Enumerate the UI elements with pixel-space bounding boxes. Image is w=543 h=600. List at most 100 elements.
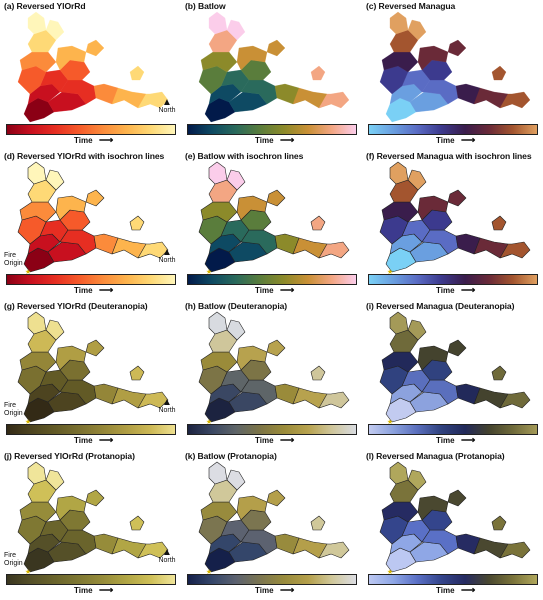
fire-region xyxy=(318,241,350,259)
panel-j: (j) Reversed YlOrRd (Protanopia) ★ Fire Ori… xyxy=(0,450,181,600)
fire-region xyxy=(19,51,57,73)
panel-title: (c) Reversed Managua xyxy=(366,1,456,11)
colorbar xyxy=(187,274,357,285)
fire-region xyxy=(381,351,419,373)
fire-progression-map: ★ xyxy=(379,311,531,424)
fire-region xyxy=(45,319,65,341)
fire-region xyxy=(407,169,427,191)
fire-region xyxy=(236,195,268,221)
fire-region xyxy=(310,515,326,531)
fire-region xyxy=(447,489,467,507)
colorbar xyxy=(368,274,538,285)
fire-region xyxy=(499,241,531,259)
fire-region xyxy=(129,365,145,381)
panel-b: (b) Batlow Time ⟶ xyxy=(181,0,362,150)
fire-region xyxy=(137,91,169,109)
fire-progression-map: ★ xyxy=(198,311,350,424)
fire-region xyxy=(129,515,145,531)
fire-region xyxy=(236,45,268,71)
colorbar xyxy=(187,424,357,435)
fire-region xyxy=(200,51,238,73)
fire-origin-label: Fire Origin xyxy=(4,252,23,267)
fire-origin-star: ★ xyxy=(387,418,393,424)
north-label: North xyxy=(158,557,176,564)
fire-region xyxy=(318,391,350,409)
north-arrow-icon: ▲ xyxy=(162,97,172,108)
time-arrow-icon: ⟶ xyxy=(99,585,114,596)
north-label: North xyxy=(158,407,176,414)
panel-i: (i) Reversed Managua (Deuteranopia) ★ Time… xyxy=(362,300,543,450)
fire-progression-map: ★ xyxy=(198,461,350,574)
fire-region xyxy=(389,311,409,335)
panel-title: (a) Reversed YlOrRd xyxy=(4,1,86,11)
panel-d: (d) Reversed YlOrRd with isochron lines ★… xyxy=(0,150,181,300)
fire-region xyxy=(85,489,105,507)
fire-region xyxy=(45,169,65,191)
fire-region xyxy=(407,469,427,491)
colorbar xyxy=(6,274,176,285)
fire-origin-star: ★ xyxy=(387,568,393,574)
fire-region xyxy=(310,365,326,381)
fire-region xyxy=(208,461,228,485)
fire-region xyxy=(491,215,507,231)
fire-region xyxy=(19,501,57,523)
north-arrow: ▲ North xyxy=(156,248,178,265)
time-label: Time xyxy=(74,136,93,145)
fire-region xyxy=(266,39,286,57)
north-arrow: ▲ North xyxy=(156,547,178,565)
fire-region xyxy=(55,195,87,221)
fire-region xyxy=(417,495,449,521)
panel-title: (d) Reversed YlOrRd with isochron lines xyxy=(4,151,165,161)
fire-progression-map xyxy=(379,11,531,123)
fire-progression-map xyxy=(198,11,350,123)
north-arrow-icon: ▲ xyxy=(162,397,172,408)
panel-title: (l) Reversed Managua (Protanopia) xyxy=(366,451,505,461)
fire-region xyxy=(55,495,87,521)
fire-region xyxy=(407,19,427,41)
time-label: Time xyxy=(74,436,93,445)
fire-region xyxy=(407,319,427,341)
time-label: Time xyxy=(255,436,274,445)
fire-region xyxy=(45,469,65,491)
fire-region xyxy=(389,461,409,485)
panel-a: (a) Reversed YlOrRd ▲ North Time ⟶ xyxy=(0,0,181,150)
panel-k: (k) Batlow (Protanopia) ★ Time ⟶ xyxy=(181,450,362,600)
panel-title: (b) Batlow xyxy=(185,1,226,11)
colorbar xyxy=(6,424,176,435)
fire-region xyxy=(417,195,449,221)
fire-region xyxy=(226,19,246,41)
colorbar xyxy=(368,424,538,435)
panel-c: (c) Reversed Managua Time ⟶ xyxy=(362,0,543,150)
panel-title: (e) Batlow with isochron lines xyxy=(185,151,304,161)
fire-region xyxy=(447,39,467,57)
fire-region xyxy=(19,201,57,223)
fire-region xyxy=(417,345,449,371)
time-arrow-icon: ⟶ xyxy=(461,435,476,446)
colorbar xyxy=(187,124,357,135)
fire-origin-star: ★ xyxy=(206,268,212,274)
fire-region xyxy=(447,189,467,207)
fire-region xyxy=(85,39,105,57)
fire-region xyxy=(208,161,228,185)
panel-e: (e) Batlow with isochron lines ★ Time ⟶ xyxy=(181,150,362,300)
fire-region xyxy=(381,51,419,73)
fire-origin-label: Fire Origin xyxy=(4,402,23,417)
fire-region xyxy=(85,339,105,357)
fire-region xyxy=(19,351,57,373)
colorbar xyxy=(187,574,357,585)
time-label: Time xyxy=(436,586,455,595)
north-arrow-icon: ▲ xyxy=(162,547,172,558)
fire-origin-star: ★ xyxy=(25,418,31,424)
north-label: North xyxy=(158,107,176,114)
panel-f: (f) Reversed Managua with isochron lines… xyxy=(362,150,543,300)
panel-title: (k) Batlow (Protanopia) xyxy=(185,451,277,461)
colorbar xyxy=(6,574,176,585)
time-arrow-icon: ⟶ xyxy=(280,585,295,596)
fire-region xyxy=(389,11,409,35)
fire-region xyxy=(226,469,246,491)
fire-region xyxy=(27,311,47,335)
fire-origin-star: ★ xyxy=(25,568,31,574)
fire-region xyxy=(85,189,105,207)
colorbar xyxy=(368,124,538,135)
fire-region xyxy=(208,11,228,35)
